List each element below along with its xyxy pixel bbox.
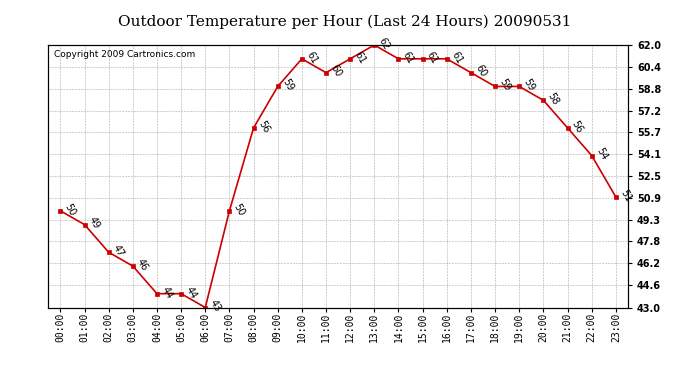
Text: 59: 59 xyxy=(280,77,295,93)
Text: 56: 56 xyxy=(256,119,271,135)
Text: 58: 58 xyxy=(546,91,561,107)
Text: 44: 44 xyxy=(159,285,174,300)
Text: 46: 46 xyxy=(135,257,150,273)
Text: 61: 61 xyxy=(449,50,464,65)
Text: Copyright 2009 Cartronics.com: Copyright 2009 Cartronics.com xyxy=(54,50,195,59)
Text: 61: 61 xyxy=(304,50,319,65)
Text: Outdoor Temperature per Hour (Last 24 Hours) 20090531: Outdoor Temperature per Hour (Last 24 Ho… xyxy=(118,15,572,29)
Text: 59: 59 xyxy=(522,77,537,93)
Text: 49: 49 xyxy=(87,216,101,231)
Text: 61: 61 xyxy=(353,50,367,65)
Text: 50: 50 xyxy=(232,202,247,217)
Text: 43: 43 xyxy=(208,298,222,314)
Text: 51: 51 xyxy=(618,188,633,204)
Text: 60: 60 xyxy=(473,63,488,79)
Text: 62: 62 xyxy=(377,36,392,52)
Text: 47: 47 xyxy=(111,243,126,259)
Text: 56: 56 xyxy=(570,119,585,135)
Text: 60: 60 xyxy=(328,63,343,79)
Text: 61: 61 xyxy=(425,50,440,65)
Text: 61: 61 xyxy=(401,50,415,65)
Text: 44: 44 xyxy=(184,285,198,300)
Text: 50: 50 xyxy=(63,202,78,217)
Text: 54: 54 xyxy=(594,146,609,162)
Text: 59: 59 xyxy=(497,77,513,93)
